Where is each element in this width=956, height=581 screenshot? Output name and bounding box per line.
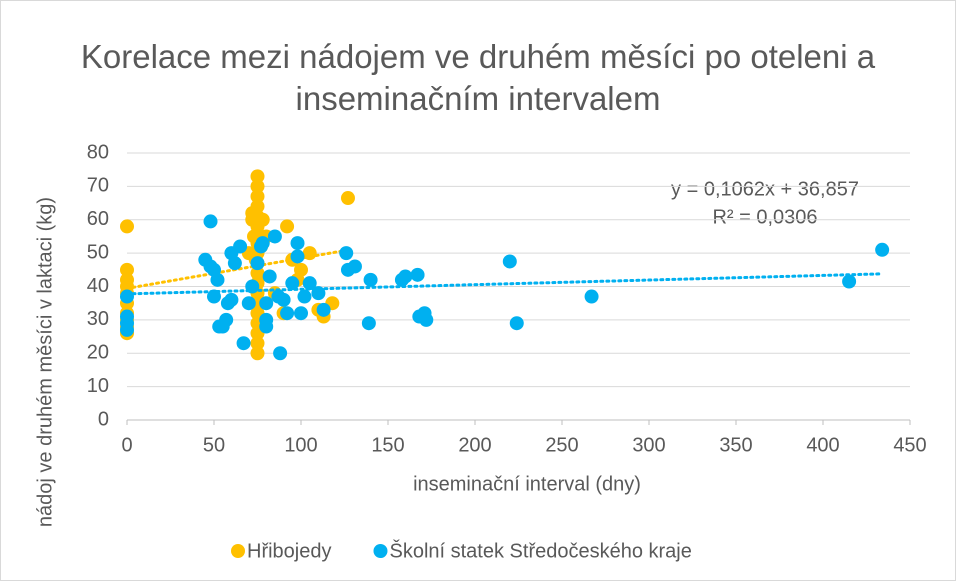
point (290, 249, 305, 264)
x-tick-label: 450 (893, 434, 926, 456)
y-tick-label: 80 (87, 141, 109, 163)
y-tick-label: 30 (87, 308, 109, 330)
x-tick-label: 200 (458, 434, 491, 456)
point (410, 267, 425, 282)
point (250, 169, 265, 184)
point (502, 254, 517, 269)
point (255, 212, 270, 227)
legend-marker (231, 544, 245, 558)
y-tick-label: 10 (87, 375, 109, 397)
point (255, 236, 270, 251)
point (241, 296, 256, 311)
point (259, 312, 274, 327)
point (245, 212, 260, 227)
point (120, 289, 134, 304)
point (250, 179, 265, 194)
y-tick-label: 40 (87, 275, 109, 297)
point (267, 229, 282, 244)
x-tick-label: 100 (284, 434, 317, 456)
point (509, 316, 524, 331)
point (290, 236, 305, 251)
point (203, 214, 218, 229)
point (842, 274, 857, 289)
point (210, 272, 225, 287)
point (236, 336, 251, 351)
point (302, 276, 317, 291)
x-tick-label: 350 (719, 434, 752, 456)
y-tick-label: 60 (87, 208, 109, 230)
point (297, 289, 312, 304)
point (262, 269, 277, 284)
point (280, 219, 295, 234)
point (207, 289, 221, 304)
point (280, 306, 295, 321)
y-tick-label: 0 (98, 408, 109, 430)
point (233, 239, 248, 254)
point (259, 296, 274, 311)
y-tick-label: 70 (87, 175, 109, 197)
legend-marker (373, 544, 388, 558)
point (316, 302, 331, 317)
x-axis-label: inseminační interval (dny) (413, 473, 641, 495)
x-tick-label: 300 (632, 434, 665, 456)
point (252, 269, 267, 284)
point (250, 336, 265, 351)
annotation: y = 0,1062x + 36,857 (671, 178, 859, 200)
point (302, 246, 317, 261)
point (250, 189, 265, 204)
legend-label: Hřibojedy (247, 540, 331, 562)
point (219, 312, 234, 327)
chart-title: Korelace mezi nádojem ve druhém měsíci p… (80, 38, 876, 117)
x-tick-label: 400 (806, 434, 839, 456)
point (250, 256, 265, 271)
x-tick-label: 150 (371, 434, 404, 456)
point (224, 292, 239, 307)
point (250, 346, 265, 361)
point (363, 272, 378, 287)
point (347, 259, 362, 274)
point (120, 262, 134, 277)
y-tick-label: 20 (87, 342, 109, 364)
point (419, 312, 434, 327)
point (276, 292, 291, 307)
point (294, 306, 308, 321)
legend-label: Školní statek Středočeského kraje (389, 539, 691, 562)
point (398, 269, 413, 284)
annotation: R² = 0,0306 (712, 206, 817, 228)
point (340, 191, 355, 206)
y-tick-label: 50 (87, 241, 109, 263)
point (120, 322, 134, 337)
x-tick-label: 50 (203, 434, 225, 456)
point (875, 242, 890, 257)
point (273, 346, 288, 361)
point (285, 276, 300, 291)
x-tick-label: 250 (545, 434, 578, 456)
x-tick-label: 0 (121, 434, 132, 456)
point (339, 246, 354, 261)
point (120, 219, 134, 234)
point (361, 316, 376, 331)
point (584, 289, 599, 304)
point (245, 279, 260, 294)
y-axis-label: nádoj ve druhém měsíci v laktaci (kg) (34, 197, 56, 527)
point (311, 286, 326, 301)
